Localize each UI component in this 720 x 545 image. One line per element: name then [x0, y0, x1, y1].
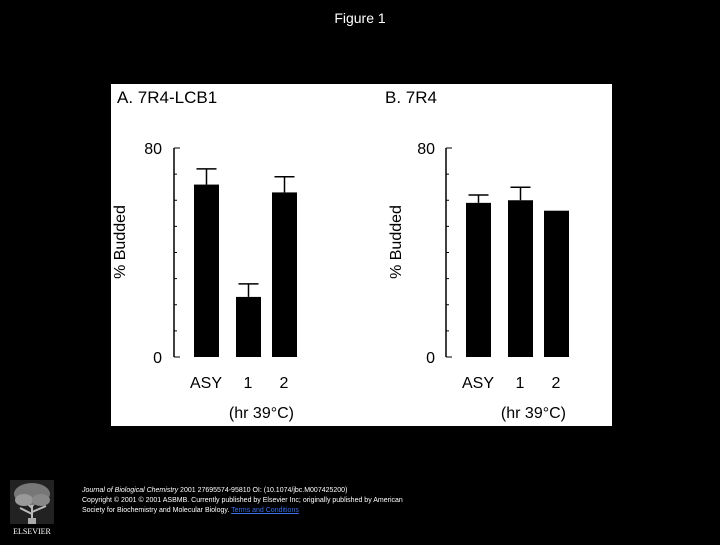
x-tick-label-0-0: ASY [190, 375, 222, 392]
bar-charts: A. 7R4-LCB1 80 0 % Budded ASY 1 2 (hr 39°C) B. 7… [112, 88, 569, 422]
figure-panel: A. 7R4-LCB1 80 0 % Budded ASY 1 2 (hr 39°C) B. 7… [111, 84, 612, 426]
y-tick-label-top-1: 80 [417, 141, 435, 158]
y-tick-label-top-0: 80 [144, 141, 162, 158]
elsevier-logo: ELSEVIER [4, 478, 60, 540]
bar-0-0 [194, 184, 219, 357]
slide-title: Figure 1 [334, 10, 386, 26]
terms-link[interactable]: Terms and Conditions [231, 507, 299, 514]
panel-title-1: B. 7R4 [385, 88, 437, 107]
citation-line-2: Copyright © 2001 © 2001 ASBMB. Currently… [82, 497, 403, 504]
x-axis-label-0: (hr 39°C) [229, 405, 294, 422]
journal-name: Journal of Biological Chemistry [82, 487, 179, 494]
elsevier-tree-icon: ELSEVIER [10, 480, 54, 536]
citation-details: 2001 27695574-95810 OI: (10.1074/jbc.M00… [178, 487, 348, 494]
x-tick-label-1-1: 1 [516, 375, 525, 392]
y-tick-label-bottom-0: 0 [153, 350, 162, 367]
y-axis-label-0: % Budded [112, 205, 129, 279]
x-axis-label-1: (hr 39°C) [501, 405, 566, 422]
citation-line-1: Journal of Biological Chemistry 2001 276… [82, 486, 682, 496]
citation-society: Society for Biochemistry and Molecular B… [82, 507, 232, 514]
x-tick-label-1-2: 2 [552, 375, 561, 392]
y-axis-label-1: % Budded [388, 205, 405, 279]
x-tick-label-0-1: 1 [244, 375, 253, 392]
bar-1-0 [466, 202, 491, 357]
citation: Journal of Biological Chemistry 2001 276… [82, 486, 682, 516]
bar-0-1 [236, 296, 261, 357]
logo-text: ELSEVIER [13, 527, 51, 536]
panel-title-0: A. 7R4-LCB1 [117, 88, 217, 107]
bar-1-2 [544, 210, 569, 357]
citation-line-3: Society for Biochemistry and Molecular B… [82, 506, 682, 516]
x-tick-label-1-0: ASY [462, 375, 494, 392]
x-tick-label-0-2: 2 [280, 375, 289, 392]
bar-0-2 [272, 192, 297, 357]
y-tick-label-bottom-1: 0 [426, 350, 435, 367]
bar-1-1 [508, 200, 533, 357]
